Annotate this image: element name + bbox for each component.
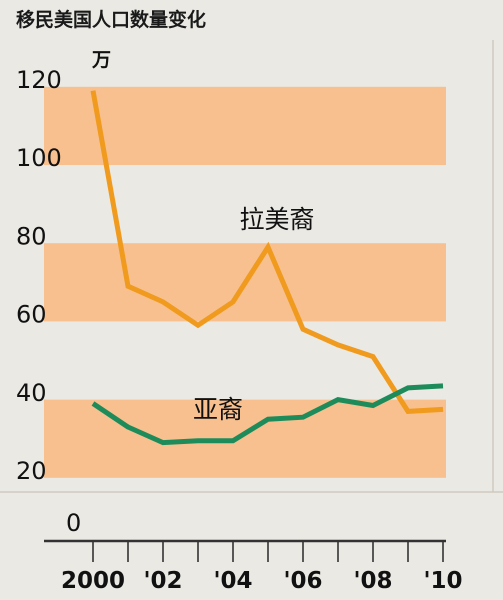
series-label-1: 拉美裔 (239, 205, 314, 234)
series-line-2 (91, 383, 444, 446)
y-tick-label: 120 (16, 66, 62, 94)
y-axis-ticks: 20 40 60 80 100 120 (16, 66, 62, 485)
y-tick-label: 80 (16, 222, 47, 250)
y-tick-label: 60 (16, 301, 47, 329)
chart-title: 移民美国人口数量变化 (16, 8, 206, 31)
x-tick-label: '02 (143, 568, 182, 594)
zero-label: 0 (66, 509, 81, 537)
y-tick-label: 40 (16, 379, 47, 407)
band-3 (44, 86, 446, 166)
x-axis: 2000 '02 '04 '06 '08 '10 (44, 539, 463, 594)
series-label-2: 亚裔 (193, 395, 243, 424)
x-tick-label: '10 (423, 568, 462, 594)
x-tick-label: '06 (283, 568, 322, 594)
y-tick-label: 100 (16, 144, 62, 172)
series-lines (90, 90, 444, 446)
unit-label: 万 (91, 49, 111, 71)
series-line-1 (90, 90, 444, 414)
x-tick-label: 2000 (61, 568, 125, 594)
x-tick-label: '08 (353, 568, 392, 594)
x-tick-label: '04 (213, 568, 252, 594)
y-tick-label: 20 (16, 457, 47, 485)
